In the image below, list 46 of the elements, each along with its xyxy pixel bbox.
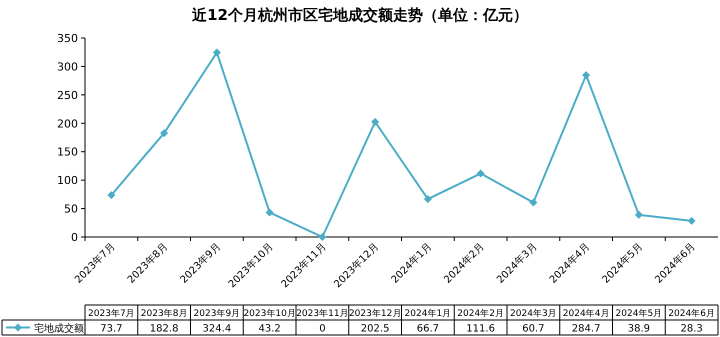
data-label: 60.7 (522, 324, 545, 334)
category-label: 2023年10月 (243, 309, 296, 319)
point (266, 208, 274, 216)
y-tick-label: 150 (57, 146, 78, 159)
data-label: 0 (319, 324, 326, 334)
category-label: 2023年8月 (140, 309, 188, 319)
data-label: 111.6 (466, 324, 495, 334)
point (476, 170, 485, 178)
category-label: 2024年1月 (404, 309, 452, 319)
data-label: 182.8 (150, 324, 178, 334)
point (582, 71, 590, 80)
point (318, 233, 326, 241)
data-label: 202.5 (360, 324, 390, 334)
category-label: 2024年6月 (668, 309, 715, 319)
data-label: 66.7 (416, 324, 440, 334)
point (160, 129, 168, 138)
data-label: 38.9 (628, 324, 650, 334)
category-label: 2023年11月 (296, 309, 349, 319)
category-label: 2024年5月 (616, 309, 662, 319)
category-label: 2024年3月 (510, 309, 557, 319)
data-label: 43.2 (258, 324, 281, 334)
category-label: 2023年12月 (348, 309, 402, 319)
point (688, 216, 696, 225)
y-tick-label: 0 (71, 231, 78, 244)
point (107, 191, 116, 200)
y-tick-label: 250 (57, 88, 78, 102)
category-label: 2023年7月 (88, 309, 135, 319)
category-label: 2024年4月 (562, 309, 610, 319)
chart-title: 近12个月杭州市区宅地成交额走势（单位：亿元） (191, 6, 528, 24)
point (212, 48, 221, 57)
y-tick-label: 100 (57, 174, 78, 188)
data-label: 284.7 (572, 324, 600, 334)
data-label: 73.7 (100, 324, 123, 334)
point (424, 195, 432, 204)
legend-label: 宅地成交额 (34, 322, 84, 334)
point (371, 118, 380, 126)
y-tick-label: 350 (57, 32, 78, 45)
point (529, 198, 538, 206)
data-label: 28.3 (680, 324, 703, 334)
category-label: 2023年9月 (194, 309, 240, 319)
data-label: 324.4 (202, 324, 232, 334)
y-tick-label: 200 (57, 117, 78, 130)
point (634, 210, 643, 219)
category-label: 2024年2月 (457, 309, 504, 319)
y-tick-label: 300 (57, 60, 78, 74)
y-tick-label: 50 (64, 202, 78, 216)
